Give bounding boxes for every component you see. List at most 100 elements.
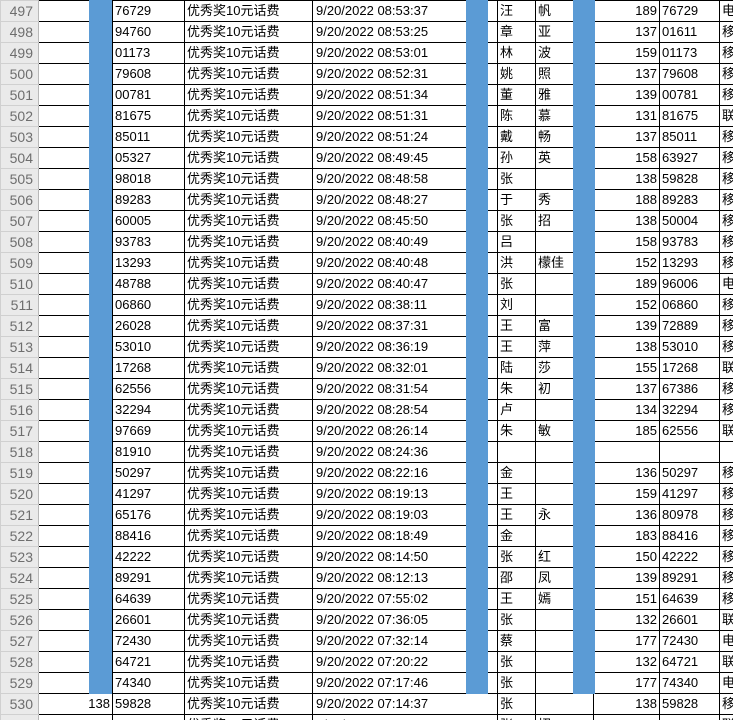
cell-prize[interactable]: 优秀奖10元话费 [184,483,313,505]
cell-phone-suffix[interactable]: 26617 [659,714,720,720]
cell-phone-suffix[interactable]: 93783 [659,231,720,253]
cell-datetime[interactable]: 9/20/2022 07:20:22 [312,651,498,673]
cell-phone-suffix[interactable]: 81675 [659,105,720,127]
row-header[interactable]: 525 [0,588,39,610]
cell-phone-prefix[interactable]: 136 [593,462,660,484]
cell-datetime[interactable]: 9/20/2022 07:32:14 [312,630,498,652]
cell-phone-suffix[interactable]: 96006 [659,273,720,295]
cell-datetime[interactable]: 9/20/2022 08:51:34 [312,84,498,106]
row-header[interactable]: 528 [0,651,39,673]
cell-phone-prefix[interactable]: 138 [593,336,660,358]
cell-phone-suffix[interactable]: 88416 [659,525,720,547]
cell-suffix[interactable]: 00781 [112,84,185,106]
cell-phone-prefix[interactable]: 136 [593,504,660,526]
cell-suffix[interactable]: 01173 [112,42,185,64]
cell-prize[interactable]: 优秀奖10元话费 [184,714,313,720]
cell-phone-prefix[interactable]: 138 [593,210,660,232]
row-header[interactable]: 497 [0,0,39,22]
cell-suffix[interactable]: 94760 [112,21,185,43]
cell-datetime[interactable]: 9/20/2022 08:24:36 [312,441,498,463]
cell-prize[interactable]: 优秀奖10元话费 [184,84,313,106]
cell-surname[interactable]: 张 [497,168,536,190]
cell-phone-prefix[interactable]: 152 [593,252,660,274]
cell-surname[interactable]: 朱 [497,420,536,442]
cell-surname[interactable]: 陆 [497,357,536,379]
cell-suffix[interactable]: 93783 [112,231,185,253]
row-header[interactable]: 520 [0,483,39,505]
cell-prize[interactable]: 优秀奖10元话费 [184,231,313,253]
cell-carrier[interactable]: 移动 [719,483,733,505]
cell-surname[interactable]: 于 [497,189,536,211]
cell-phone-suffix[interactable]: 59828 [659,168,720,190]
cell-surname[interactable]: 孙 [497,147,536,169]
cell-suffix[interactable]: 62556 [112,378,185,400]
cell-phone-suffix[interactable]: 89291 [659,567,720,589]
row-header[interactable]: 523 [0,546,39,568]
cell-prize[interactable]: 优秀奖10元话费 [184,399,313,421]
cell-prize[interactable]: 优秀奖10元话费 [184,525,313,547]
cell-prize[interactable]: 优秀奖10元话费 [184,42,313,64]
row-header[interactable]: 519 [0,462,39,484]
cell-phone-suffix[interactable]: 32294 [659,399,720,421]
cell-phone-prefix[interactable]: 139 [593,315,660,337]
row-header[interactable]: 499 [0,42,39,64]
cell-prize[interactable]: 优秀奖10元话费 [184,420,313,442]
cell-prize[interactable]: 优秀奖10元话费 [184,462,313,484]
cell-phone-prefix[interactable]: 132 [593,609,660,631]
cell-phone-prefix[interactable]: 132 [593,714,660,720]
row-header[interactable]: 502 [0,105,39,127]
cell-phone-suffix[interactable]: 01611 [659,21,720,43]
row-header[interactable]: 500 [0,63,39,85]
table-row[interactable]: 51313853010优秀奖10元话费9/20/2022 08:36:19王萍1… [0,336,733,358]
cell-phone-suffix[interactable]: 59828 [659,693,720,715]
cell-phone-prefix[interactable]: 137 [593,21,660,43]
cell-surname[interactable]: 王 [497,588,536,610]
cell-phone-prefix[interactable]: 131 [593,105,660,127]
row-header[interactable]: 531 [0,714,39,720]
cell-carrier[interactable]: 移动 [719,252,733,274]
cell-carrier[interactable]: 电信 [719,273,733,295]
cell-carrier[interactable]: 移动 [719,567,733,589]
cell-phone-suffix[interactable]: 01173 [659,42,720,64]
cell-phone-suffix[interactable]: 89283 [659,189,720,211]
cell-phone-prefix[interactable]: 185 [593,420,660,442]
cell-carrier[interactable]: 移动 [719,315,733,337]
cell-carrier[interactable]: 移动 [719,189,733,211]
cell-surname[interactable]: 金 [497,525,536,547]
cell-suffix[interactable]: 89283 [112,189,185,211]
cell-suffix[interactable]: 26617 [112,714,185,720]
cell-phone-suffix[interactable]: 41297 [659,483,720,505]
row-header[interactable]: 518 [0,441,39,463]
cell-datetime[interactable]: 9/20/2022 07:17:46 [312,672,498,694]
cell-surname[interactable]: 王 [497,504,536,526]
cell-phone-prefix[interactable]: 138 [593,693,660,715]
row-header[interactable]: 504 [0,147,39,169]
cell-phone-prefix[interactable]: 177 [593,672,660,694]
cell-surname[interactable]: 卢 [497,399,536,421]
cell-phone-suffix[interactable]: 85011 [659,126,720,148]
cell-phone-suffix[interactable]: 06860 [659,294,720,316]
row-header[interactable]: 524 [0,567,39,589]
cell-surname[interactable]: 汪 [497,0,536,22]
cell-prize[interactable]: 优秀奖10元话费 [184,189,313,211]
cell-suffix[interactable]: 13293 [112,252,185,274]
cell-phone-suffix[interactable]: 80978 [659,504,720,526]
cell-phone-prefix[interactable] [593,441,660,463]
cell-phone-suffix[interactable] [659,441,720,463]
cell-phone-prefix[interactable]: 155 [593,357,660,379]
cell-prize[interactable]: 优秀奖10元话费 [184,693,313,715]
cell-phone-suffix[interactable]: 17268 [659,357,720,379]
cell-phone-prefix[interactable]: 151 [593,588,660,610]
cell-surname[interactable]: 洪 [497,252,536,274]
cell-carrier[interactable]: 移动 [719,546,733,568]
cell-carrier[interactable]: 移动 [719,693,733,715]
cell-datetime[interactable]: 9/20/2022 08:32:01 [312,357,498,379]
cell-phone-suffix[interactable]: 72889 [659,315,720,337]
cell-surname[interactable]: 张 [497,714,536,720]
row-header[interactable]: 507 [0,210,39,232]
cell-suffix[interactable]: 76729 [112,0,185,22]
row-header[interactable]: 503 [0,126,39,148]
cell-prefix[interactable]: 138 [38,693,113,715]
row-header[interactable]: 515 [0,378,39,400]
